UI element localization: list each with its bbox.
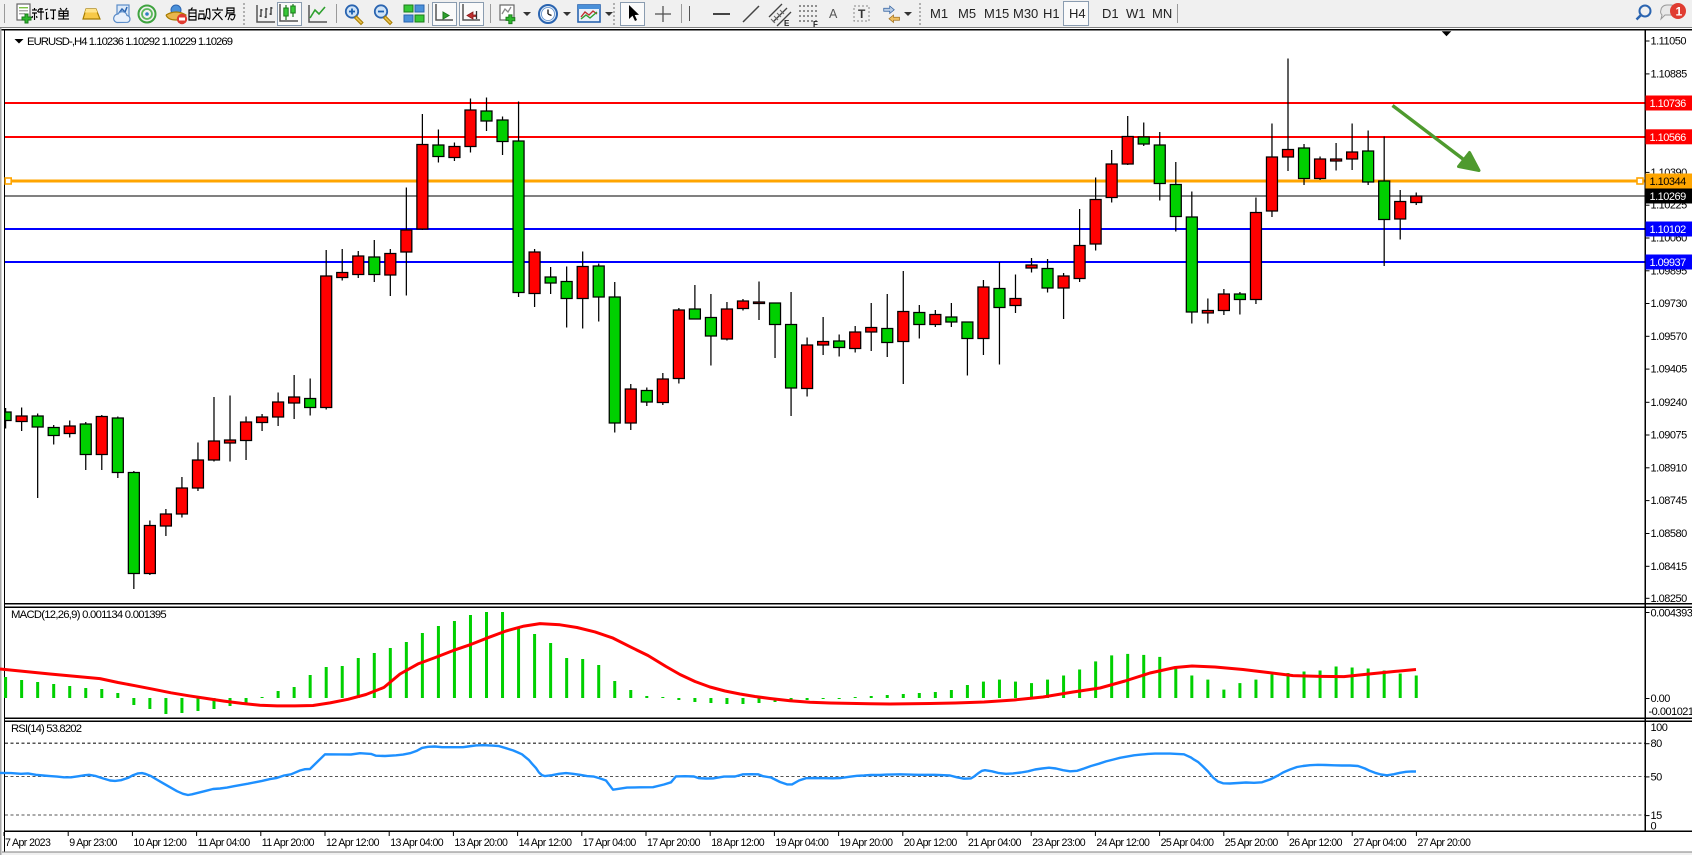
svg-text:F: F [813, 20, 818, 27]
svg-text:25 Apr 20:00: 25 Apr 20:00 [1225, 837, 1279, 849]
svg-text:21 Apr 04:00: 21 Apr 04:00 [968, 837, 1022, 849]
svg-text:13 Apr 04:00: 13 Apr 04:00 [390, 837, 444, 849]
svg-text:19 Apr 20:00: 19 Apr 20:00 [840, 837, 894, 849]
svg-text:1.10344: 1.10344 [1650, 176, 1687, 188]
svg-text:50: 50 [1651, 772, 1663, 784]
svg-text:14 Apr 12:00: 14 Apr 12:00 [519, 837, 573, 849]
svg-text:1: 1 [1676, 5, 1683, 19]
svg-text:0.00: 0.00 [1651, 693, 1671, 705]
svg-text:17 Apr 20:00: 17 Apr 20:00 [647, 837, 701, 849]
svg-text:T: T [858, 7, 866, 21]
svg-text:100: 100 [1651, 722, 1668, 734]
svg-text:1.09075: 1.09075 [1651, 430, 1688, 442]
svg-text:1.08910: 1.08910 [1651, 462, 1688, 474]
svg-text:10 Apr 12:00: 10 Apr 12:00 [133, 837, 187, 849]
svg-text:1.08745: 1.08745 [1651, 495, 1688, 507]
svg-text:1.09405: 1.09405 [1651, 364, 1688, 376]
svg-text:11 Apr 04:00: 11 Apr 04:00 [198, 837, 251, 849]
svg-text:15: 15 [1651, 810, 1663, 822]
svg-text:12 Apr 12:00: 12 Apr 12:00 [326, 837, 380, 849]
svg-text:13 Apr 20:00: 13 Apr 20:00 [454, 837, 508, 849]
svg-text:1.08580: 1.08580 [1651, 528, 1688, 540]
svg-text:80: 80 [1651, 738, 1663, 750]
svg-text:27 Apr 04:00: 27 Apr 04:00 [1353, 837, 1407, 849]
svg-text:23 Apr 23:00: 23 Apr 23:00 [1032, 837, 1086, 849]
svg-text:1.08250: 1.08250 [1651, 593, 1688, 605]
svg-text:1.10736: 1.10736 [1650, 98, 1687, 110]
svg-text:1.10269: 1.10269 [1650, 191, 1687, 203]
svg-text:1.09240: 1.09240 [1651, 397, 1688, 409]
svg-text:0: 0 [1651, 821, 1657, 833]
svg-text:20 Apr 12:00: 20 Apr 12:00 [904, 837, 958, 849]
svg-text:E: E [784, 19, 790, 27]
svg-text:1.10566: 1.10566 [1650, 132, 1687, 144]
svg-text:1.09937: 1.09937 [1650, 257, 1687, 269]
svg-text:17 Apr 04:00: 17 Apr 04:00 [583, 837, 637, 849]
svg-text:1.08415: 1.08415 [1651, 561, 1688, 573]
svg-text:7 Apr 2023: 7 Apr 2023 [5, 837, 51, 849]
svg-text:1.10885: 1.10885 [1651, 68, 1688, 80]
svg-text:1.09730: 1.09730 [1651, 298, 1688, 310]
svg-text:11 Apr 20:00: 11 Apr 20:00 [262, 837, 315, 849]
svg-text:25 Apr 04:00: 25 Apr 04:00 [1161, 837, 1215, 849]
svg-text:0.004393: 0.004393 [1651, 608, 1692, 620]
svg-text:EURUSD-,H4 1.10236 1.10292 1.: EURUSD-,H4 1.10236 1.10292 1.10229 1.102… [27, 36, 233, 48]
svg-text:27 Apr 20:00: 27 Apr 20:00 [1417, 837, 1471, 849]
svg-text:MACD(12,26,9) 0.001134 0.00139: MACD(12,26,9) 0.001134 0.001395 [11, 609, 166, 621]
svg-text:26 Apr 12:00: 26 Apr 12:00 [1289, 837, 1343, 849]
svg-text:1.09570: 1.09570 [1651, 331, 1688, 343]
svg-text:18 Apr 12:00: 18 Apr 12:00 [711, 837, 765, 849]
svg-text:19 Apr 04:00: 19 Apr 04:00 [775, 837, 829, 849]
svg-text:1.11050: 1.11050 [1651, 36, 1687, 48]
svg-text:-0.001021: -0.001021 [1649, 706, 1692, 718]
svg-text:1.10102: 1.10102 [1650, 224, 1687, 236]
svg-text:9 Apr 23:00: 9 Apr 23:00 [69, 837, 117, 849]
svg-text:RSI(14) 53.8202: RSI(14) 53.8202 [11, 723, 82, 735]
svg-text:24 Apr 12:00: 24 Apr 12:00 [1096, 837, 1150, 849]
